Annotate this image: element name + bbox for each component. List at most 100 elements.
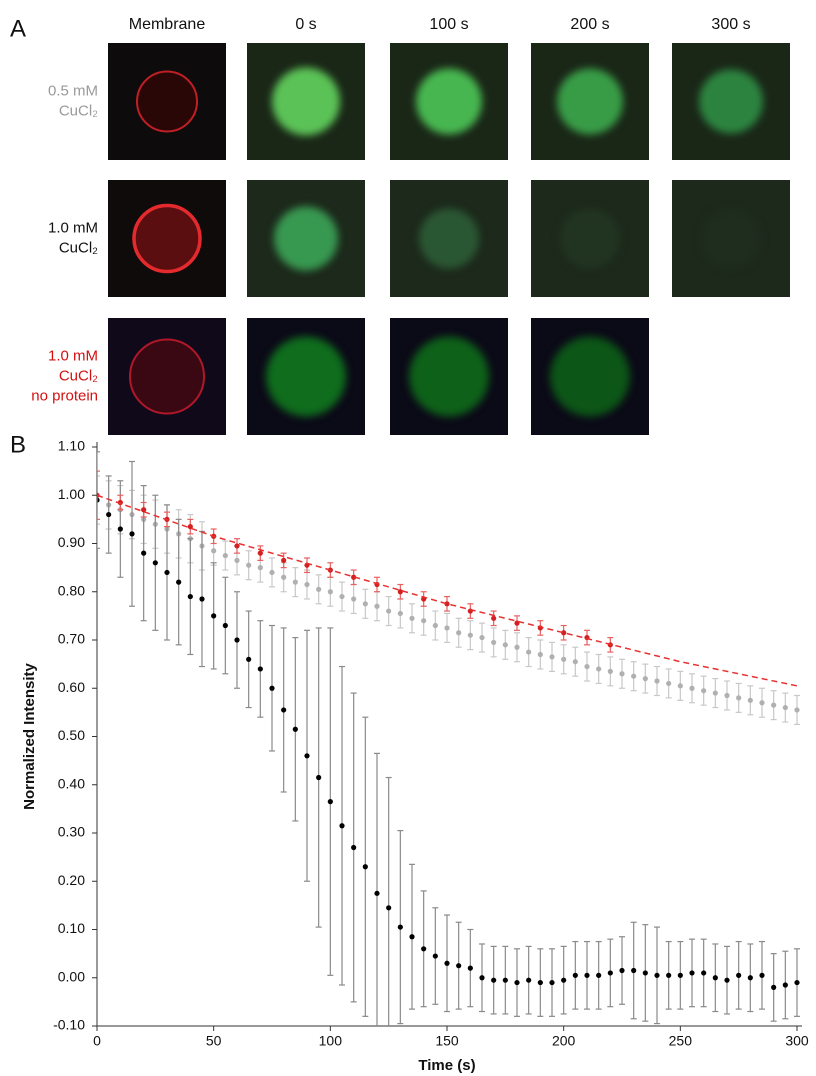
data-point [281, 557, 287, 563]
data-point [561, 630, 567, 636]
data-point [397, 589, 403, 595]
data-point [234, 557, 240, 563]
data-point [619, 671, 625, 677]
row-label: 0.5 mM [48, 82, 98, 99]
data-point [444, 960, 450, 966]
data-point [316, 586, 322, 592]
data-point [549, 979, 555, 986]
data-point [397, 924, 403, 930]
data-point [724, 692, 730, 699]
data-point [467, 632, 473, 638]
data-point [141, 550, 147, 556]
fluorescent-vesicle [416, 68, 482, 135]
column-header: 0 s [295, 16, 316, 33]
data-point [607, 668, 613, 674]
data-point [97, 497, 100, 503]
fluorescent-vesicle [550, 336, 630, 417]
y-tick-label: 0.50 [58, 727, 85, 743]
row-label: CuCl₂ [59, 239, 98, 256]
data-point [759, 972, 765, 978]
data-point [607, 970, 613, 976]
row-label: no protein [31, 387, 98, 404]
data-point [327, 799, 333, 805]
column-header: 100 s [429, 16, 468, 33]
y-tick-label: 1.00 [58, 486, 85, 502]
plot-area [97, 451, 800, 1026]
data-point [211, 548, 217, 554]
fluorescent-vesicle [274, 206, 338, 271]
data-point [176, 579, 182, 585]
data-point [596, 972, 602, 978]
data-point [479, 634, 485, 641]
data-point [467, 965, 473, 971]
data-point [561, 656, 567, 662]
data-point [572, 659, 578, 665]
x-tick-label: 50 [206, 1033, 222, 1049]
data-point [339, 823, 345, 829]
membrane-vesicle [136, 70, 198, 133]
data-point [631, 673, 637, 679]
data-point [526, 977, 532, 983]
data-point [677, 972, 683, 978]
data-point [701, 688, 707, 694]
data-point [374, 603, 380, 609]
data-point [572, 972, 578, 978]
data-point [386, 608, 392, 614]
row-label: CuCl₂ [59, 367, 98, 384]
data-point [794, 707, 800, 713]
y-axis-title: Normalized Intensity [21, 662, 38, 809]
data-point [152, 560, 158, 566]
data-point [444, 625, 450, 631]
y-tick-label: 1.10 [58, 438, 85, 454]
data-point [502, 977, 508, 983]
error-bar [97, 451, 100, 549]
data-point [584, 663, 590, 670]
data-point [666, 972, 672, 978]
y-tick-label: 0.00 [58, 968, 85, 984]
y-tick-label: 0.90 [58, 534, 85, 550]
data-point [677, 683, 683, 689]
row-label: CuCl₂ [59, 102, 98, 119]
data-point [712, 975, 718, 981]
y-tick-label: 0.40 [58, 775, 85, 791]
membrane-vesicle [132, 203, 202, 274]
data-point [374, 890, 380, 896]
data-point [491, 615, 497, 621]
data-point [771, 984, 777, 991]
data-point [327, 589, 333, 595]
data-point [117, 526, 123, 532]
data-point [491, 639, 497, 646]
data-point [689, 685, 695, 691]
data-point [292, 726, 298, 732]
data-point [106, 511, 112, 518]
data-point [491, 977, 497, 983]
data-point [631, 967, 637, 974]
data-point [304, 753, 310, 759]
fluorescent-vesicle [699, 69, 763, 134]
data-point [234, 543, 240, 549]
fit-line [97, 494, 798, 687]
micrograph-grid: Membrane 0 s 100 s 200 s 300 s 0.5 mM CuCl₂ 1.0… [31, 16, 790, 435]
data-point [514, 979, 520, 986]
x-tick-label: 200 [552, 1033, 576, 1049]
data-point [187, 593, 193, 600]
data-point [351, 574, 357, 580]
data-point [771, 702, 777, 708]
data-point [712, 690, 718, 696]
x-tick-label: 150 [435, 1033, 459, 1049]
data-point [164, 569, 170, 576]
data-point [549, 654, 555, 660]
data-point [281, 707, 287, 713]
row-label: 1.0 mM [48, 347, 98, 364]
data-point [339, 593, 345, 600]
data-point [269, 685, 275, 691]
column-header: Membrane [129, 16, 206, 33]
data-point [199, 596, 205, 602]
data-point [362, 864, 368, 870]
data-point [257, 666, 263, 672]
data-point [736, 972, 742, 978]
data-point [514, 644, 520, 650]
data-point [537, 651, 543, 658]
fluorescent-vesicle [419, 208, 479, 269]
data-point [421, 946, 427, 952]
